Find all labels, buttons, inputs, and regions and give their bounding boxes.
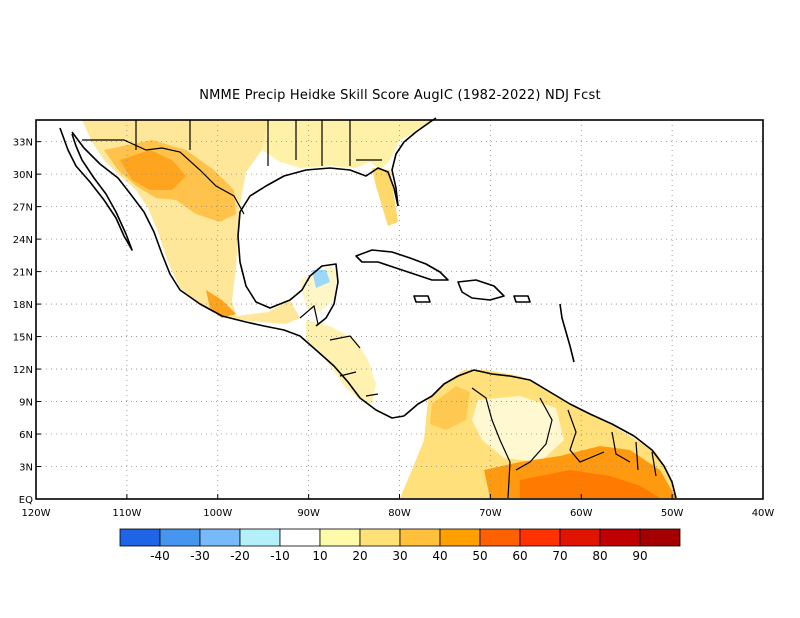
borders: [82, 120, 657, 499]
mexico-pacific-coast: [71, 131, 405, 419]
colorbar-swatch: [439, 528, 481, 547]
colorbar-swatch: [159, 528, 201, 547]
skill-area-sa-low: [472, 396, 564, 462]
colorbar-swatch: [479, 528, 521, 547]
lon-tick-label: 80W: [388, 508, 411, 519]
colorbar-label: 10: [312, 549, 327, 563]
grid-lines: [36, 120, 763, 499]
lesser-antilles: [559, 303, 575, 363]
lat-tick-label: 3N: [19, 463, 33, 474]
colorbar-swatch: [279, 528, 321, 547]
skill-area-yucatan-negative: [312, 270, 330, 288]
hispaniola: [457, 279, 505, 301]
colorbar-label: 40: [432, 549, 447, 563]
lon-tick-label: 90W: [297, 508, 320, 519]
colorbar-label: -20: [230, 549, 250, 563]
colorbar-label: 80: [592, 549, 607, 563]
lon-tick-label: 100W: [203, 508, 232, 519]
lon-tick-label: 40W: [752, 508, 775, 519]
colorbar-label: -10: [270, 549, 290, 563]
colorbar-label: -30: [190, 549, 210, 563]
skill-area-central-america: [306, 320, 376, 404]
baja-coast: [59, 127, 133, 251]
lat-tick-label: 9N: [19, 398, 33, 409]
lat-tick-label: 30N: [13, 170, 33, 181]
lat-tick-label: 12N: [13, 365, 33, 376]
latitude-labels: EQ 3N 6N 9N 12N 15N 18N 21N 24N 27N 30N 33N: [13, 138, 41, 506]
atlantic-coast: [391, 117, 437, 207]
lat-tick-label: EQ: [19, 495, 33, 506]
colorbar-label: -40: [150, 549, 170, 563]
lon-tick-label: 120W: [22, 508, 51, 519]
lat-tick-label: 33N: [13, 138, 33, 149]
sa-north-coast: [403, 369, 677, 499]
skill-area-sa-veryhigh: [520, 470, 660, 498]
skill-field: [82, 120, 676, 498]
lon-tick-label: 50W: [661, 508, 684, 519]
skill-area-us-south: [262, 120, 436, 170]
colorbar-swatch: [559, 528, 601, 547]
colorbar-swatch: [639, 528, 681, 547]
central-america-borders: [299, 304, 379, 397]
colorbar-swatch: [599, 528, 641, 547]
colorbar-label: 30: [392, 549, 407, 563]
cuba: [355, 249, 449, 281]
colorbar-swatch: [319, 528, 361, 547]
colorbar-label: 90: [632, 549, 647, 563]
colorbar-label: 20: [352, 549, 367, 563]
lat-tick-label: 21N: [13, 268, 33, 279]
colorbar-swatch: [519, 528, 561, 547]
us-mexico-border: [82, 139, 245, 215]
colorbar-swatch: [199, 528, 241, 547]
gulf-coast: [237, 167, 399, 327]
lat-tick-label: 27N: [13, 203, 33, 214]
colorbar-label: 70: [552, 549, 567, 563]
skill-area-mexico-high2: [120, 150, 186, 190]
jamaica: [413, 295, 431, 303]
lon-tick-label: 70W: [479, 508, 502, 519]
chart-title: NMME Precip Heidke Skill Score AugIC (19…: [199, 88, 601, 103]
lat-tick-label: 15N: [13, 333, 33, 344]
lat-tick-label: 24N: [13, 235, 33, 246]
colorbar-label: 60: [512, 549, 527, 563]
lat-tick-label: 18N: [13, 300, 33, 311]
colorbar-swatch: [399, 528, 441, 547]
colorbar-swatch: [359, 528, 401, 547]
colorbar: -40 -30 -20 -10 10 20 30 40 50 60 70 80 90: [119, 528, 681, 563]
longitude-labels: 120W 110W 100W 90W 80W 70W 60W 50W 40W: [22, 494, 775, 519]
colorbar-label: 50: [472, 549, 487, 563]
lat-tick-label: 6N: [19, 430, 33, 441]
coastlines: [59, 117, 677, 499]
skill-area-sa-northwest: [430, 386, 470, 430]
sa-borders: [471, 387, 657, 499]
lon-tick-label: 110W: [112, 508, 141, 519]
colorbar-swatch: [119, 528, 161, 547]
puerto-rico: [513, 295, 531, 303]
colorbar-swatch: [239, 528, 281, 547]
us-state-lines: [135, 120, 382, 166]
lon-tick-label: 60W: [570, 508, 593, 519]
